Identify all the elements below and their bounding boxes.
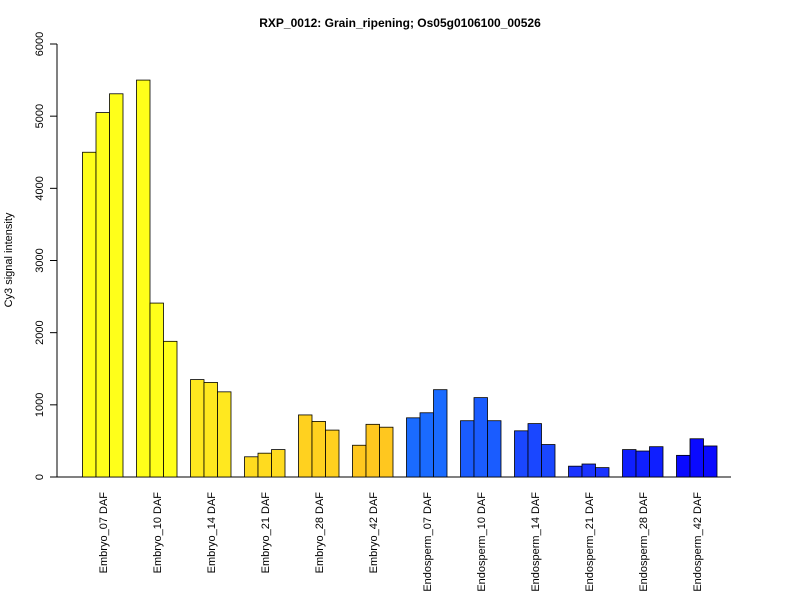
y-tick-label: 6000 (34, 32, 46, 56)
bar (379, 426, 394, 478)
x-tick-label: Endosperm_10 DAF (476, 492, 488, 592)
bar (109, 93, 124, 478)
bar (460, 420, 475, 478)
bar (676, 454, 691, 478)
bar (568, 465, 583, 478)
x-tick-label: Embryo_14 DAF (206, 492, 218, 574)
bars-group (82, 79, 718, 478)
y-axis: 0 1000 2000 3000 4000 5000 6000 (34, 32, 58, 480)
bar (365, 423, 380, 478)
x-tick-label: Embryo_10 DAF (152, 492, 164, 574)
chart-title: RXP_0012: Grain_ripening; Os05g0106100_0… (259, 16, 541, 30)
bar (203, 382, 218, 478)
bar (257, 452, 272, 478)
bar (149, 302, 164, 478)
x-tick-label: Endosperm_07 DAF (422, 492, 434, 592)
x-tick-label: Embryo_42 DAF (368, 492, 380, 574)
bar (527, 423, 542, 478)
bar (433, 389, 448, 478)
bar (487, 420, 502, 478)
y-tick-label: 2000 (34, 320, 46, 344)
bar (136, 79, 151, 478)
bar (163, 340, 178, 478)
bar (473, 397, 488, 478)
y-tick-label: 0 (34, 474, 46, 480)
bar (514, 430, 529, 478)
bar (406, 417, 421, 478)
y-tick-label: 4000 (34, 176, 46, 200)
bar (595, 467, 610, 478)
y-tick-label: 3000 (34, 248, 46, 272)
x-tick-label: Endosperm_28 DAF (638, 492, 650, 592)
bar (190, 379, 205, 478)
bar (689, 438, 704, 478)
bar (635, 450, 650, 478)
x-tick-label: Endosperm_14 DAF (530, 492, 542, 592)
x-tick-label: Endosperm_21 DAF (584, 492, 596, 592)
x-tick-label: Endosperm_42 DAF (692, 492, 704, 592)
bar (325, 429, 340, 478)
bar (419, 412, 434, 478)
y-tick-label: 5000 (34, 104, 46, 128)
bar (217, 391, 232, 478)
x-tick-label: Embryo_21 DAF (260, 492, 272, 574)
x-tick-label: Embryo_28 DAF (314, 492, 326, 574)
bar (649, 446, 664, 478)
x-tick-labels: Embryo_07 DAF Embryo_10 DAF Embryo_14 DAF E… (98, 492, 704, 592)
bar (244, 456, 259, 478)
y-tick-label: 1000 (34, 393, 46, 417)
bar (581, 463, 596, 478)
bar (703, 445, 718, 478)
x-tick-label: Embryo_07 DAF (98, 492, 110, 574)
bar (352, 444, 367, 478)
bar (298, 414, 313, 478)
bar (271, 449, 286, 478)
bar (541, 444, 556, 478)
bar (311, 421, 326, 478)
bar (95, 112, 110, 478)
y-axis-label: Cy3 signal intensity (3, 212, 15, 307)
bar (622, 449, 637, 478)
bar (82, 151, 97, 478)
